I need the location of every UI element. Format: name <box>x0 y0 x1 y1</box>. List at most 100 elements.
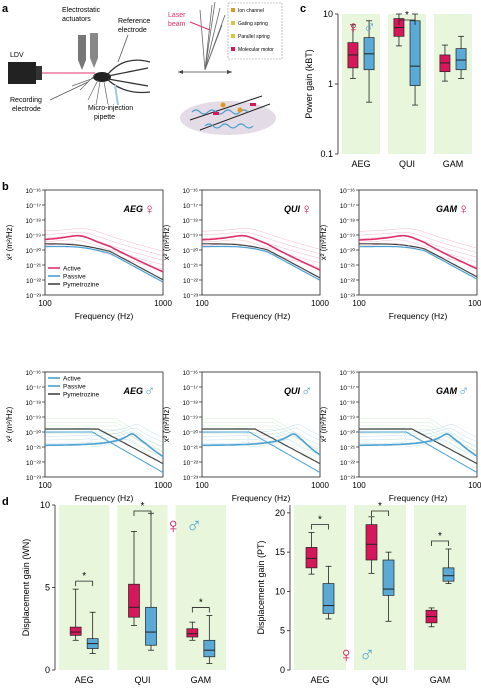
y-axis-label: x² (m²/Hz) <box>162 406 171 442</box>
reference-label-1: Reference <box>118 18 150 25</box>
y-axis-label: x² (m²/Hz) <box>5 406 14 442</box>
individual-trace <box>359 418 478 449</box>
laser-label-1: Laser <box>168 12 186 19</box>
antenna-body <box>93 72 111 82</box>
species-title: QUI <box>284 386 301 396</box>
x-tick-label: 100 <box>352 481 366 490</box>
y-tick-label: 10⁻²² <box>340 278 356 285</box>
recording-label-1: Recording <box>10 97 42 104</box>
significance-star: * <box>438 531 442 542</box>
box-female <box>69 626 82 636</box>
x-tick-label: 1000 <box>311 481 329 490</box>
female-symbol: ♀ <box>301 201 312 218</box>
active-curve <box>358 234 478 270</box>
individual-trace <box>45 429 164 461</box>
y-tick-label: 10⁻¹⁶ <box>339 370 355 377</box>
panel-label-c: c <box>300 3 306 15</box>
individual-trace <box>45 424 164 438</box>
y-tick-label: 10⁻²¹ <box>183 263 199 270</box>
pymetrozine-curve <box>45 243 164 281</box>
significance-star: * <box>199 598 203 609</box>
y-axis-label: x² (m²/Hz) <box>319 224 328 260</box>
male-symbol: ♂ <box>458 383 469 400</box>
box-female <box>186 628 199 638</box>
x-category-label: QUI <box>372 675 388 685</box>
y-tick-label: 10⁻¹⁸ <box>182 218 198 225</box>
species-title: AEG <box>122 386 143 396</box>
group-shading <box>294 505 346 670</box>
group-shading <box>175 505 226 670</box>
x-tick-label: 1000 <box>468 481 481 490</box>
y-tick-label: 10⁻¹⁶ <box>25 370 41 377</box>
species-title: GAM <box>436 386 458 396</box>
significance-bracket <box>133 510 152 516</box>
gating-spring-swatch <box>231 21 235 25</box>
ldv-label: LDV <box>10 52 24 59</box>
significance-bracket <box>311 524 329 530</box>
model-legend-box <box>227 2 283 60</box>
box-male <box>203 639 216 658</box>
pymetrozine-curve <box>359 428 478 465</box>
power-gain-chart: 10 1 0.1 Power gain (kBT) AEG QUI GAM * ♀ ♂ <box>304 9 472 169</box>
significance-bracket <box>398 19 416 25</box>
passive-curve <box>45 245 164 283</box>
y-tick-label: 5 <box>280 626 285 636</box>
legend-molecular-motor: Molecular motor <box>238 47 274 53</box>
individual-trace <box>45 422 164 453</box>
pipette-label: pipette <box>94 114 115 121</box>
y-tick-label: 10⁻²² <box>183 278 199 285</box>
electrostatic-label-1: Electrostatic <box>62 7 101 14</box>
antenna-flagellum <box>107 59 151 94</box>
ldv-setup-illustration: LDV Electrostatic actuators Reference el… <box>8 7 150 121</box>
y-tick-label: 10⁻¹⁸ <box>25 400 41 407</box>
x-axis-label: Frequency (Hz) <box>389 493 448 503</box>
y-tick-label: 10⁻²³ <box>26 475 42 482</box>
y-tick-label: 10⁻²⁰ <box>340 247 356 255</box>
panel-label-b: b <box>2 181 9 193</box>
electrostatic-label-2: actuators <box>62 16 91 23</box>
y-tick-label: 10⁻²² <box>340 460 356 467</box>
x-category-label: QUI <box>134 675 150 685</box>
parallel-spring-swatch <box>231 34 235 38</box>
female-symbol: ♀ <box>347 18 360 37</box>
male-symbol: ♂ <box>186 513 203 538</box>
spectrum-panel: 10⁻¹⁶ 10⁻¹⁷ 10⁻¹⁸ 10⁻¹⁹ 10⁻²⁰ 10⁻²¹ 10⁻²² 10⁻²³… <box>319 188 481 321</box>
arrow-head-right <box>227 70 232 74</box>
x-tick-label: 100 <box>38 299 52 308</box>
individual-trace <box>45 232 164 256</box>
y-tick-label: 0.1 <box>320 149 333 159</box>
y-tick-label: 0 <box>280 665 285 675</box>
flagellum-deflection <box>199 1 226 71</box>
y-tick-label: 10⁻²³ <box>340 293 356 300</box>
individual-trace <box>45 439 164 457</box>
group-shading <box>117 505 168 670</box>
y-tick-label: 10⁻¹⁷ <box>183 203 199 210</box>
panel-label-a: a <box>2 3 9 15</box>
y-tick-label: 10⁻²² <box>183 460 199 467</box>
y-tick-label: 10⁻¹⁹ <box>182 415 198 422</box>
spectrum-panel: 10⁻¹⁶ 10⁻¹⁷ 10⁻¹⁸ 10⁻¹⁹ 10⁻²⁰ 10⁻²¹ 10⁻²² 10⁻²³… <box>5 188 172 321</box>
spectrum-panel: 10⁻¹⁶ 10⁻¹⁷ 10⁻¹⁸ 10⁻¹⁹ 10⁻²⁰ 10⁻²¹ 10⁻²² 10⁻²³… <box>319 370 481 503</box>
motor-marker <box>213 112 219 115</box>
x-tick-label: 100 <box>195 481 209 490</box>
ion-channel-dot <box>237 107 243 113</box>
x-axis-label: Frequency (Hz) <box>232 493 291 503</box>
female-symbol: ♀ <box>338 642 355 667</box>
individual-trace <box>202 422 321 453</box>
male-symbol: ♂ <box>144 383 155 400</box>
micro-pipette <box>114 84 119 106</box>
individual-trace <box>358 239 478 263</box>
legend-label: Pymetrozine <box>63 392 100 399</box>
reference-label-2: electrode <box>118 27 147 34</box>
legend-gating-spring: Gating spring <box>238 21 268 27</box>
y-tick-label: 10⁻²¹ <box>340 445 356 452</box>
displacement-gain-wn-chart: 10 5 0 Displacement gain (WN) AEG QUI GAM * * * ♀ ♂ <box>21 500 226 685</box>
significance-bracket <box>75 580 94 587</box>
pymetrozine-curve <box>202 428 321 465</box>
ion-channel-swatch <box>231 8 235 12</box>
y-axis-label: x² (m²/Hz) <box>5 224 14 260</box>
spectrum-panel: 10⁻¹⁶ 10⁻¹⁷ 10⁻¹⁸ 10⁻¹⁹ 10⁻²⁰ 10⁻²¹ 10⁻²² 10⁻²³… <box>162 188 329 321</box>
x-tick-label: 100 <box>352 299 366 308</box>
active-curve <box>201 234 321 271</box>
